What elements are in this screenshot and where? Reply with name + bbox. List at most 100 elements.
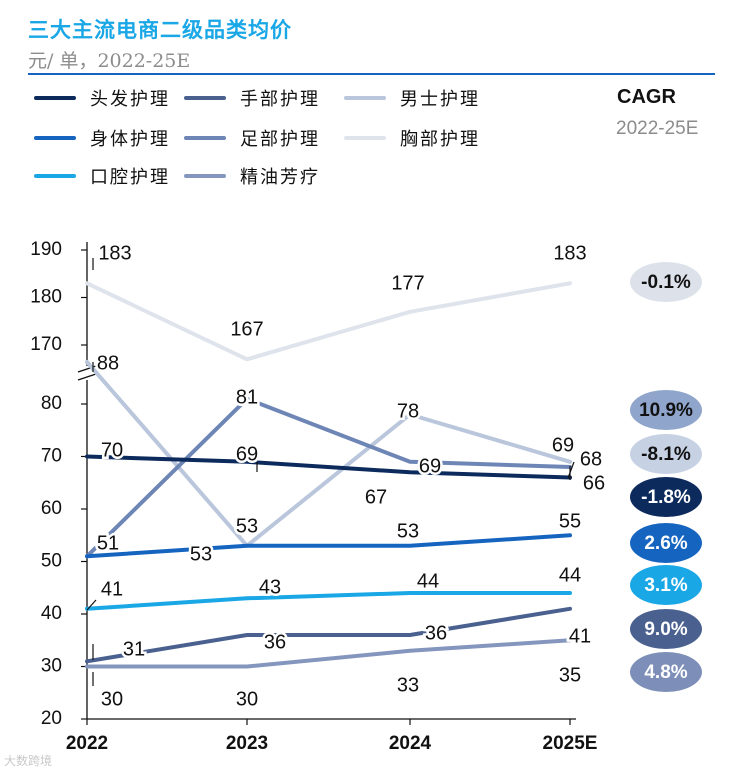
legend-swatch (34, 174, 76, 178)
x-tick-label: 2022 (66, 733, 108, 754)
legend-swatch (184, 174, 226, 178)
legend-item-hair: 头发护理 (34, 84, 170, 112)
data-label-foot: 81 (236, 386, 258, 408)
data-label-halo: 81 (236, 386, 258, 408)
data-label-chest: 177 (391, 272, 424, 294)
data-label-oil: 35 (559, 664, 581, 686)
y-tick-label: 40 (41, 603, 62, 624)
data-label-halo: 43 (259, 576, 281, 598)
data-label-hand: 41 (569, 625, 591, 647)
data-label-halo: 69 (552, 434, 574, 456)
cagr-badge-body (630, 523, 702, 563)
data-label-halo: 44 (559, 564, 581, 586)
data-label-oral: 44 (417, 570, 439, 592)
data-label-halo: 41 (569, 625, 591, 647)
data-label-oil: 30 (101, 688, 123, 710)
data-label-halo: 53 (236, 515, 258, 537)
y-tick-label: 170 (30, 334, 62, 355)
legend-label: 手部护理 (240, 89, 320, 110)
cagr-period: 2022-25E (616, 118, 699, 139)
data-label-hand: 31 (123, 638, 145, 660)
legend-label: 身体护理 (90, 129, 170, 150)
data-label-body: 53 (190, 543, 212, 565)
label-leader (567, 461, 575, 479)
series-line-chest (85, 281, 572, 362)
x-tick-label: 2024 (389, 733, 432, 754)
chart-title: 三大主流电商二级品类均价 (28, 17, 292, 42)
data-label-body: 51 (97, 532, 119, 554)
legend-swatch (34, 136, 76, 140)
y-tick-label: 20 (41, 708, 62, 729)
legend-swatch (344, 136, 386, 140)
cagr-value-hand: 9.0% (644, 619, 687, 640)
data-label-chest: 183 (98, 242, 131, 264)
cagr-badge-hand (630, 609, 702, 649)
cagr-badge-foot (630, 390, 702, 430)
data-label-halo: 55 (559, 510, 581, 532)
data-label-halo: 41 (101, 578, 123, 600)
y-tick-label: 70 (41, 446, 62, 467)
data-label-men: 53 (236, 515, 258, 537)
data-label-hand: 36 (264, 631, 286, 653)
cagr-title: CAGR (617, 86, 676, 108)
axis-break-mark (77, 373, 97, 381)
data-label-halo: 36 (264, 631, 286, 653)
series-line-hair (85, 454, 572, 480)
data-label-halo: 53 (190, 543, 212, 565)
legend-swatch (184, 136, 226, 140)
series-line-men (85, 360, 572, 548)
data-label-halo: 30 (236, 688, 258, 710)
data-label-halo: 183 (98, 242, 131, 264)
y-tick-label: 60 (41, 498, 62, 519)
data-label-halo: 35 (559, 664, 581, 686)
y-tick-label: 50 (41, 551, 62, 572)
data-label-halo: 51 (97, 532, 119, 554)
data-label-oil: 33 (397, 674, 419, 696)
chart-subtitle: 元/ 单，2022-25E (28, 50, 191, 72)
legend-item-oil: 精油芳疗 (184, 162, 320, 190)
data-label-halo: 36 (425, 622, 447, 644)
data-label-hair: 66 (583, 472, 605, 494)
data-label-halo: 66 (583, 472, 605, 494)
cagr-value-oil: 4.8% (644, 662, 687, 683)
data-label-halo: 67 (365, 486, 387, 508)
data-label-chest: 183 (553, 242, 586, 264)
legend-label: 足部护理 (240, 129, 320, 150)
cagr-value-foot: 10.9% (639, 400, 693, 421)
data-label-body: 53 (397, 520, 419, 542)
cagr-value-oral: 3.1% (644, 575, 687, 596)
data-label-men: 69 (552, 434, 574, 456)
data-label-oral: 41 (101, 578, 123, 600)
data-label-halo: 53 (397, 520, 419, 542)
data-label-men: 78 (397, 400, 419, 422)
data-label-hand: 36 (425, 622, 447, 644)
legend-item-hand: 手部护理 (184, 84, 320, 112)
data-label-halo: 69 (419, 455, 441, 477)
data-label-halo: 78 (397, 400, 419, 422)
legend-swatch (34, 96, 76, 100)
data-label-oral: 43 (259, 576, 281, 598)
y-tick-label: 80 (41, 393, 62, 414)
legend-label: 男士护理 (400, 89, 480, 110)
data-label-halo: 30 (101, 688, 123, 710)
data-label-halo: 183 (553, 242, 586, 264)
data-label-halo: 31 (123, 638, 145, 660)
x-tick-label: 2023 (226, 733, 268, 754)
header-divider (28, 73, 715, 75)
y-tick-label: 180 (30, 287, 62, 308)
data-label-halo: 177 (391, 272, 424, 294)
series-line-foot (85, 396, 572, 559)
data-label-men: 88 (97, 352, 119, 374)
legend-item-chest: 胸部护理 (344, 124, 480, 152)
cagr-value-chest: -0.1% (641, 272, 691, 293)
data-label-halo: 69 (236, 443, 258, 465)
data-label-chest: 167 (230, 318, 263, 340)
series-line-oil (85, 638, 572, 669)
cagr-value-body: 2.6% (644, 533, 687, 554)
legend-item-oral: 口腔护理 (34, 162, 170, 190)
series-line-oral (85, 591, 572, 611)
y-tick-label: 190 (30, 239, 62, 260)
cagr-badge-men (630, 434, 702, 474)
series-line-hand (85, 606, 572, 664)
